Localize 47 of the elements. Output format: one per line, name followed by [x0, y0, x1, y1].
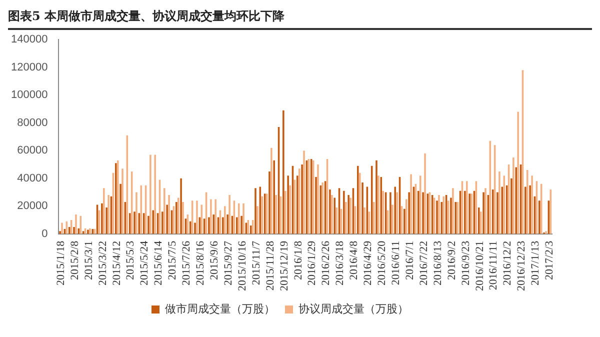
y-tick-label: 140000 [10, 34, 48, 46]
y-tick-label: 20000 [17, 200, 48, 212]
y-tick-label: 60000 [17, 144, 48, 157]
x-tick-label: 2016/6/11 [390, 240, 402, 286]
x-tick-label: 2016/7/1 [404, 240, 416, 280]
x-tick-label: 2015/3/22 [96, 240, 109, 286]
x-tick-label: 2016/11/11 [488, 240, 500, 290]
x-tick-label: 2017/1/13 [530, 240, 542, 286]
y-tick-label: 40000 [17, 172, 48, 184]
legend-label: 协议周成交量（万股） [298, 302, 408, 316]
x-tick-label: 2016/3/18 [334, 240, 346, 286]
x-tick-label: 2016/12/23 [516, 240, 528, 292]
x-tick-label: 2016/12/2 [502, 240, 514, 286]
x-tick-label: 2016/8/13 [432, 240, 444, 286]
x-tick-label: 2015/3/1 [82, 240, 95, 280]
x-tick-label: 2016/4/29 [362, 240, 374, 286]
x-tick-label: 2016/9/2 [446, 240, 458, 280]
x-tick-label: 2015/7/5 [166, 240, 179, 280]
x-tick-label: 2017/2/3 [544, 240, 556, 280]
chart-title: 图表5 本周做市周成交量、协议周成交量均环比下降 [8, 8, 592, 30]
x-tick-label: 2015/2/8 [68, 240, 81, 280]
x-tick-label: 2016/4/8 [348, 240, 360, 280]
x-tick-label: 2015/9/6 [208, 240, 220, 280]
x-tick-label: 2015/5/3 [124, 240, 137, 280]
x-tick-label: 2015/5/24 [138, 240, 151, 286]
x-tick-label: 2015/12/19 [278, 240, 290, 292]
x-tick-label: 2016/2/26 [320, 240, 332, 286]
x-tick-label: 2015/10/16 [236, 240, 248, 292]
x-tick-label: 2015/11/28 [264, 240, 276, 291]
x-tick-label: 2016/9/23 [460, 240, 472, 286]
x-tick-label: 2016/7/22 [418, 240, 430, 286]
x-tick-label: 2015/8/16 [194, 240, 207, 286]
legend-label: 做市周成交量（万股） [165, 302, 275, 316]
x-tick-label: 2016/5/20 [376, 240, 388, 286]
y-tick-label: 80000 [17, 116, 48, 129]
y-tick-label: 0 [42, 228, 48, 240]
y-tick-label: 100000 [10, 89, 48, 102]
y-tick-label: 120000 [10, 61, 48, 74]
x-tick-label: 2015/6/14 [152, 240, 165, 286]
x-tick-label: 2015/7/26 [180, 240, 193, 286]
x-tick-label: 2015/1/18 [54, 240, 67, 286]
x-tick-label: 2016/10/21 [474, 240, 486, 292]
x-tick-label: 2015/11/7 [250, 240, 262, 286]
x-tick-label: 2015/4/12 [110, 240, 123, 286]
x-tick-label: 2016/1/29 [306, 240, 318, 286]
x-tick-label: 2015/9/27 [222, 240, 234, 286]
x-tick-label: 2016/1/8 [292, 240, 304, 280]
